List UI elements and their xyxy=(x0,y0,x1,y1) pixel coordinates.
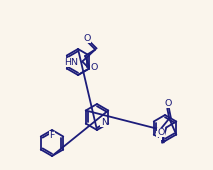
Text: O: O xyxy=(165,99,172,108)
Text: N: N xyxy=(101,118,108,127)
Text: HN: HN xyxy=(64,58,78,67)
Text: O: O xyxy=(83,34,91,43)
Text: F: F xyxy=(49,132,55,140)
Text: O: O xyxy=(158,128,165,137)
Text: O: O xyxy=(90,64,98,72)
Text: F: F xyxy=(156,131,161,140)
